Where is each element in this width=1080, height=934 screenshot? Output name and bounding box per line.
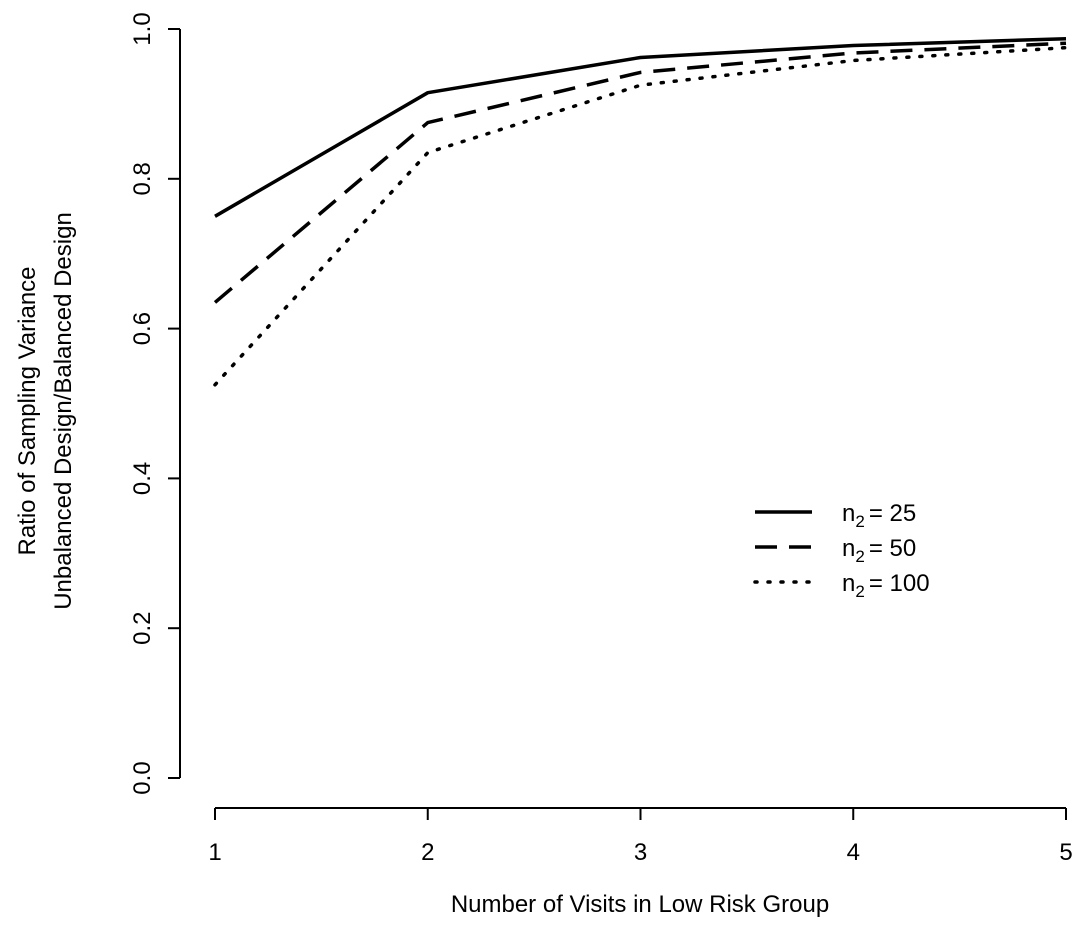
series-line-dotted <box>213 45 1068 387</box>
x-tick-label: 4 <box>847 839 860 866</box>
y-axis: 0.0 0.2 0.4 0.6 0.8 1.0 <box>129 12 181 795</box>
y-tick-label: 0.6 <box>129 312 156 345</box>
y-axis-title: Ratio of Sampling Variance Unbalanced De… <box>14 212 77 610</box>
y-axis-title-line-2: Unbalanced Design/Balanced Design <box>50 212 77 610</box>
y-axis-title-line-1: Ratio of Sampling Variance <box>14 266 41 555</box>
x-tick-label: 5 <box>1059 839 1072 866</box>
y-tick-label: 0.0 <box>129 761 156 794</box>
y-ticks: 0.0 0.2 0.4 0.6 0.8 1.0 <box>129 12 180 795</box>
legend: n2 = 25 n2 = 50 n2 = 100 <box>753 500 930 601</box>
x-tick-label: 1 <box>208 839 221 866</box>
x-ticks: 1 2 3 4 5 <box>208 808 1073 866</box>
legend-label: n2 = 25 <box>842 500 916 531</box>
series-line-dashed <box>213 41 1067 304</box>
series-lines <box>213 36 1068 387</box>
x-tick-label: 2 <box>421 839 434 866</box>
x-tick-label: 3 <box>634 839 647 866</box>
y-tick-label: 1.0 <box>129 12 156 45</box>
y-tick-label: 0.4 <box>129 462 156 495</box>
legend-label: n2 = 100 <box>842 570 930 601</box>
x-axis-title: Number of Visits in Low Risk Group <box>451 891 829 918</box>
legend-label: n2 = 50 <box>842 535 916 566</box>
y-tick-label: 0.2 <box>129 612 156 645</box>
series-line-solid <box>214 36 1067 218</box>
x-axis: 1 2 3 4 5 <box>208 807 1073 866</box>
y-tick-label: 0.8 <box>129 162 156 195</box>
